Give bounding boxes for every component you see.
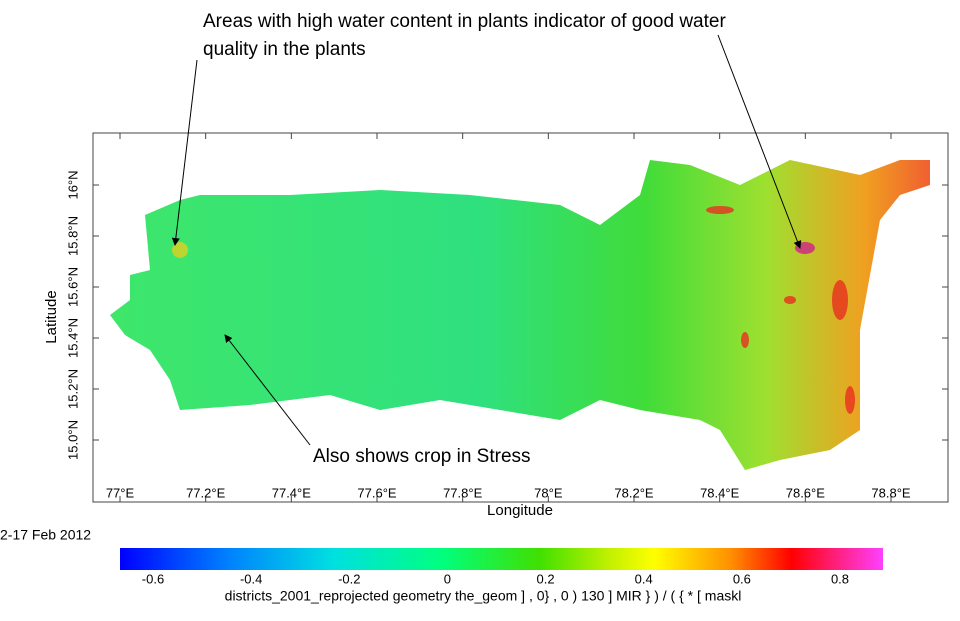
y-tick-label: 15.6°N	[65, 267, 80, 307]
caption: districts_2001_reprojected geometry the_…	[225, 588, 742, 604]
x-tick-label: 78.8°E	[871, 485, 911, 500]
colorbar	[120, 548, 883, 570]
x-tick-label: 77.4°E	[272, 485, 312, 500]
x-tick-label: 77.2°E	[186, 485, 226, 500]
colorbar-tick-label: 0.8	[831, 571, 849, 586]
annotation: Also shows crop in Stress	[313, 446, 531, 467]
annotation: quality in the plants	[203, 39, 366, 60]
y-tick-label: 15.8°N	[65, 216, 80, 256]
x-tick-label: 78°E	[534, 485, 563, 500]
x-tick-label: 77.8°E	[443, 485, 483, 500]
colorbar-tick-label: 0.2	[537, 571, 555, 586]
x-tick-label: 78.2°E	[614, 485, 654, 500]
x-tick-label: 77°E	[106, 485, 135, 500]
arrow	[171, 59, 198, 246]
x-tick-label: 77.6°E	[357, 485, 397, 500]
y-tick-label: 15.4°N	[65, 318, 80, 358]
map-hotspots	[172, 206, 855, 414]
y-tick-label: 15.0°N	[65, 420, 80, 460]
colorbar-tick-label: -0.6	[142, 571, 164, 586]
x-tick-label: 78.4°E	[700, 485, 740, 500]
colorbar-tick-label: 0.6	[733, 571, 751, 586]
colorbar-tick-label: -0.2	[338, 571, 360, 586]
map-frame	[92, 132, 949, 503]
y-axis-label: Latitude	[43, 290, 60, 343]
x-axis-label: Longitude	[487, 502, 553, 519]
arrow	[224, 334, 311, 446]
x-tick-label: 78.6°E	[786, 485, 826, 500]
annotation: Areas with high water content in plants …	[203, 11, 726, 32]
arrow	[717, 34, 802, 249]
colorbar-tick-label: -0.4	[240, 571, 262, 586]
map-region	[110, 160, 930, 470]
y-tick-label: 16°N	[65, 170, 80, 199]
colorbar-tick-label: 0.4	[635, 571, 653, 586]
colorbar-tick-label: 0	[444, 571, 451, 586]
date: 2-17 Feb 2012	[0, 527, 91, 543]
y-tick-label: 15.2°N	[65, 369, 80, 409]
